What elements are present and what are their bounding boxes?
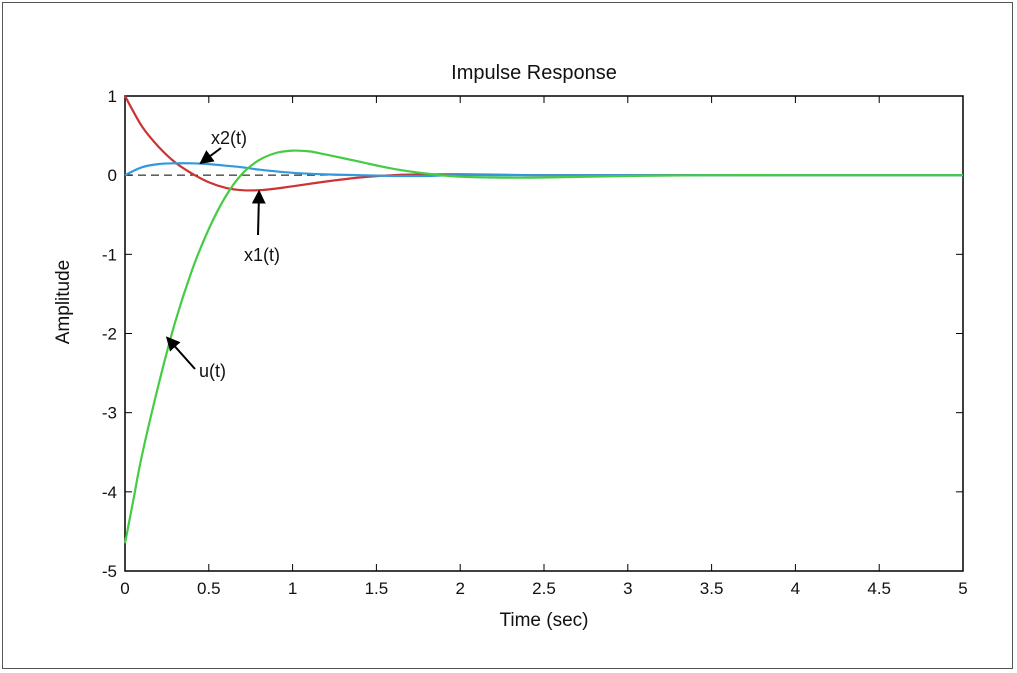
x-tick-label: 4 xyxy=(791,579,800,598)
y-tick-label: 0 xyxy=(108,166,117,185)
y-tick-label: -2 xyxy=(102,325,117,344)
x-tick-label: 2.5 xyxy=(532,579,556,598)
x-tick-label: 1.5 xyxy=(365,579,389,598)
x-axis-label: Time (sec) xyxy=(499,610,588,631)
y-tick-label: 1 xyxy=(108,87,117,106)
y-tick-label: -3 xyxy=(102,404,117,423)
annotation-x2-label: x2(t) xyxy=(211,128,247,148)
x-tick-label: 1 xyxy=(288,579,297,598)
y-tick-label: -1 xyxy=(102,245,117,264)
y-tick-label: -5 xyxy=(102,562,117,581)
x-tick-label: 5 xyxy=(958,579,967,598)
chart-title: Impulse Response xyxy=(451,62,617,84)
x-tick-label: 3 xyxy=(623,579,632,598)
y-axis-label: Amplitude xyxy=(53,260,74,345)
x-tick-label: 4.5 xyxy=(867,579,891,598)
annotation-x1-arrow xyxy=(251,189,266,236)
annotation-u-label: u(t) xyxy=(199,361,226,381)
x-tick-label: 0.5 xyxy=(197,579,221,598)
annotation-u-arrow xyxy=(165,336,196,370)
annotation-x2-arrow xyxy=(199,147,222,165)
series-u-line xyxy=(123,149,963,544)
x-tick-label: 3.5 xyxy=(700,579,724,598)
y-tick-label: -4 xyxy=(102,483,117,502)
plot-layer: 0 0.5 1 1.5 2 2.5 3 3.5 4 4.5 5 1 0 -1 -2 -3 -4 -5 x2(t) x1… xyxy=(102,87,968,598)
annotation-x1-label: x1(t) xyxy=(244,245,280,265)
x-tick-label: 0 xyxy=(120,579,129,598)
x-tick-label: 2 xyxy=(455,579,464,598)
